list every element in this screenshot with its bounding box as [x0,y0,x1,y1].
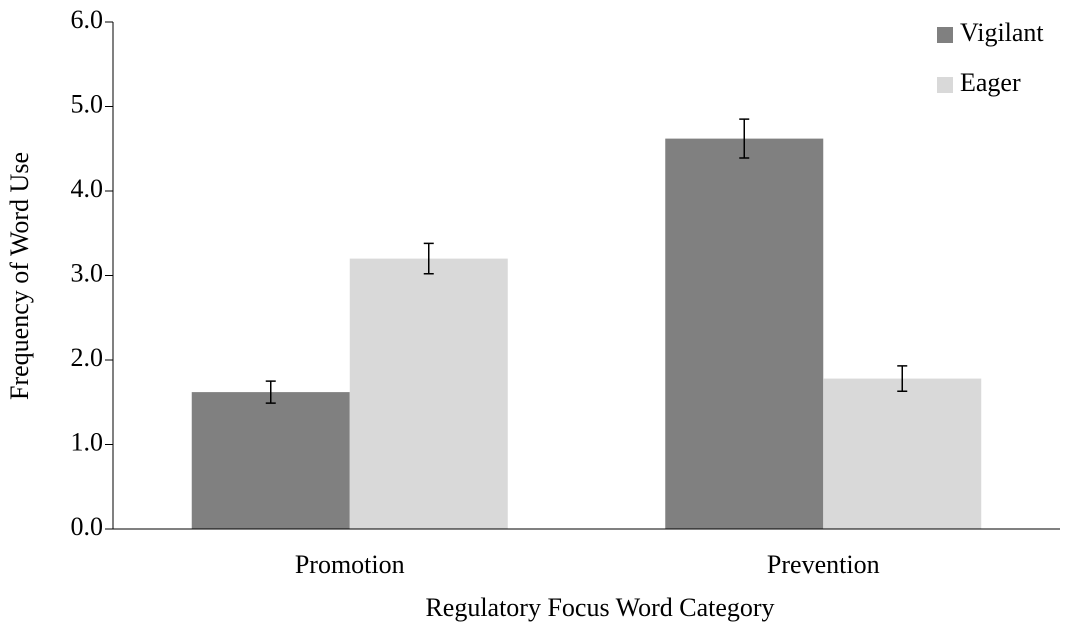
bar [665,138,824,530]
x-axis-label: Regulatory Focus Word Category [425,593,774,622]
error-bar [265,380,276,404]
bar [191,392,350,529]
y-tick-label: 5.0 [71,89,104,118]
error-bar [423,242,434,275]
legend-label: Eager [960,68,1021,97]
x-tick-label: Prevention [767,550,880,579]
bar [823,378,982,529]
error-bar [739,118,750,159]
y-tick-label: 2.0 [71,343,104,372]
y-tick-label: 6.0 [71,5,104,34]
legend-label: Vigilant [960,18,1044,47]
error-bar [897,365,908,393]
y-tick-label: 1.0 [71,427,104,456]
x-tick-label: Promotion [295,550,405,579]
y-axis-label: Frequency of Word Use [5,152,34,400]
y-tick-label: 3.0 [71,258,104,287]
legend-swatch [937,77,953,93]
bar [349,258,508,529]
y-tick-label: 4.0 [71,174,104,203]
legend-swatch [937,27,953,43]
y-tick-label: 0.0 [71,512,104,541]
